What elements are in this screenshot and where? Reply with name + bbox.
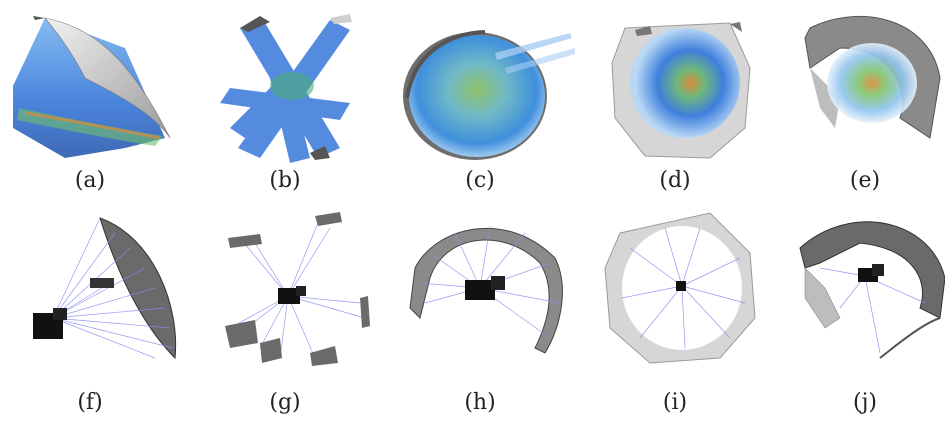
panel-g-camera-rays <box>200 208 370 373</box>
panel-b-image <box>220 14 352 163</box>
panel-d-image <box>611 22 751 159</box>
panel-g-image <box>225 212 370 366</box>
panel-j-camera-rays <box>780 208 945 373</box>
panel-h-image <box>409 225 563 354</box>
panel-a-voxel-surface <box>5 8 175 173</box>
panel-g-label: (g) <box>269 390 301 415</box>
panel-e-label: (e) <box>849 168 881 193</box>
panel-h-camera-rays <box>395 208 565 373</box>
panel-f-camera-rays <box>5 208 177 373</box>
panel-b-voxel-rays <box>200 8 370 173</box>
panel-b-label: (b) <box>269 168 301 193</box>
panel-j-label: (j) <box>853 390 877 415</box>
panel-d-label: (d) <box>659 168 691 193</box>
panel-i-label: (i) <box>662 390 688 415</box>
panel-a-label: (a) <box>74 168 106 193</box>
panel-f-label: (f) <box>77 390 103 415</box>
panel-a-image <box>13 16 171 158</box>
panel-f-image <box>33 217 177 360</box>
panel-c-voxel-sphere <box>395 8 575 173</box>
panel-h-label: (h) <box>464 390 496 415</box>
panel-e-voxel-mesh <box>780 8 945 173</box>
panel-d-voxel-grid <box>590 8 760 173</box>
panel-i-image <box>604 212 756 364</box>
panel-i-camera-rays <box>590 208 760 373</box>
panel-c-label: (c) <box>465 168 495 193</box>
panel-e-image <box>804 15 941 139</box>
panel-c-image <box>403 30 575 160</box>
panel-j-image <box>799 221 945 359</box>
